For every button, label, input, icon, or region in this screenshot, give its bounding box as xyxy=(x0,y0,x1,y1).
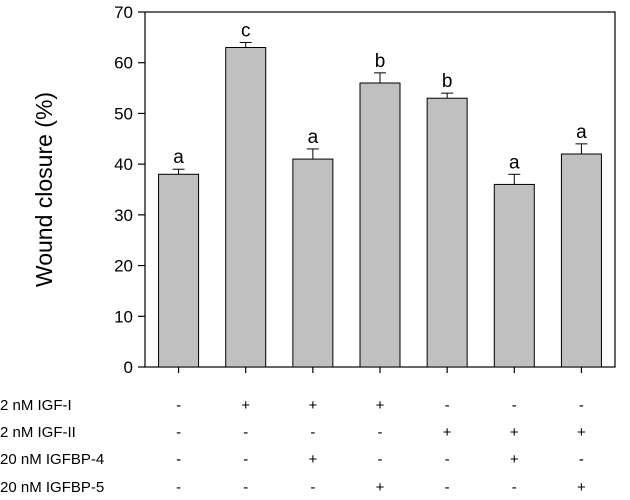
treatment-mark: + xyxy=(308,451,317,468)
treatment-mark: + xyxy=(443,424,452,441)
bar xyxy=(426,97,468,368)
treatment-mark: + xyxy=(308,397,317,414)
treatment-mark: - xyxy=(243,424,248,441)
treatment-label: 2 nM IGF-I xyxy=(0,397,72,414)
labels: a c a b b a a xyxy=(173,20,587,173)
y-tick-label: 60 xyxy=(114,54,133,73)
y-tick-label: 50 xyxy=(114,104,133,123)
significance-label: a xyxy=(576,122,587,143)
bars xyxy=(158,41,602,368)
y-tick-label: 70 xyxy=(114,3,133,22)
treatment-label: 2 nM IGF-II xyxy=(0,424,76,441)
treatment-mark: - xyxy=(176,397,181,414)
y-tick-label: 40 xyxy=(114,155,133,174)
treatment-mark: + xyxy=(510,424,519,441)
treatment-mark: - xyxy=(512,479,517,496)
bar xyxy=(292,158,334,368)
significance-label: b xyxy=(442,71,453,92)
treatment-table: 2 nM IGF-I - + + + - - - 2 nM IGF-II - - - - + + +20 nM… xyxy=(0,397,586,496)
y-tick-label: 10 xyxy=(114,307,133,326)
treatment-mark: - xyxy=(243,451,248,468)
treatment-mark: - xyxy=(579,451,584,468)
y-tick-label: 20 xyxy=(114,257,133,276)
treatment-mark: - xyxy=(445,451,450,468)
treatment-label: 20 nM IGFBP-5 xyxy=(0,479,104,496)
treatment-label: 20 nM IGFBP-4 xyxy=(0,451,104,468)
treatment-mark: - xyxy=(243,479,248,496)
significance-label: a xyxy=(509,152,520,173)
bar xyxy=(493,183,535,368)
y-tick-label: 0 xyxy=(124,358,133,377)
treatment-mark: - xyxy=(445,397,450,414)
treatment-mark: + xyxy=(577,479,586,496)
treatment-mark: - xyxy=(445,479,450,496)
significance-label: b xyxy=(375,51,386,72)
bar xyxy=(225,47,267,368)
treatment-mark: - xyxy=(378,451,383,468)
treatment-mark: - xyxy=(310,424,315,441)
treatment-mark: + xyxy=(241,397,250,414)
bar xyxy=(359,82,401,368)
treatment-mark: - xyxy=(579,397,584,414)
y-axis-label: Wound closure (%) xyxy=(31,92,57,287)
significance-label: a xyxy=(173,147,184,168)
treatment-mark: + xyxy=(510,451,519,468)
treatment-mark: - xyxy=(378,424,383,441)
axes: 0 10 20 30 40 50 60 70 Wound closure (%) xyxy=(31,3,616,377)
treatment-mark: + xyxy=(376,397,385,414)
treatment-mark: - xyxy=(176,451,181,468)
treatment-mark: - xyxy=(310,479,315,496)
bar xyxy=(560,153,602,368)
treatment-mark: + xyxy=(376,479,385,496)
treatment-mark: - xyxy=(512,397,517,414)
y-tick-label: 30 xyxy=(114,206,133,225)
treatment-mark: + xyxy=(577,424,586,441)
significance-label: c xyxy=(241,20,251,41)
bar xyxy=(158,173,200,368)
treatment-mark: - xyxy=(176,424,181,441)
significance-label: a xyxy=(308,127,319,148)
treatment-mark: - xyxy=(176,479,181,496)
